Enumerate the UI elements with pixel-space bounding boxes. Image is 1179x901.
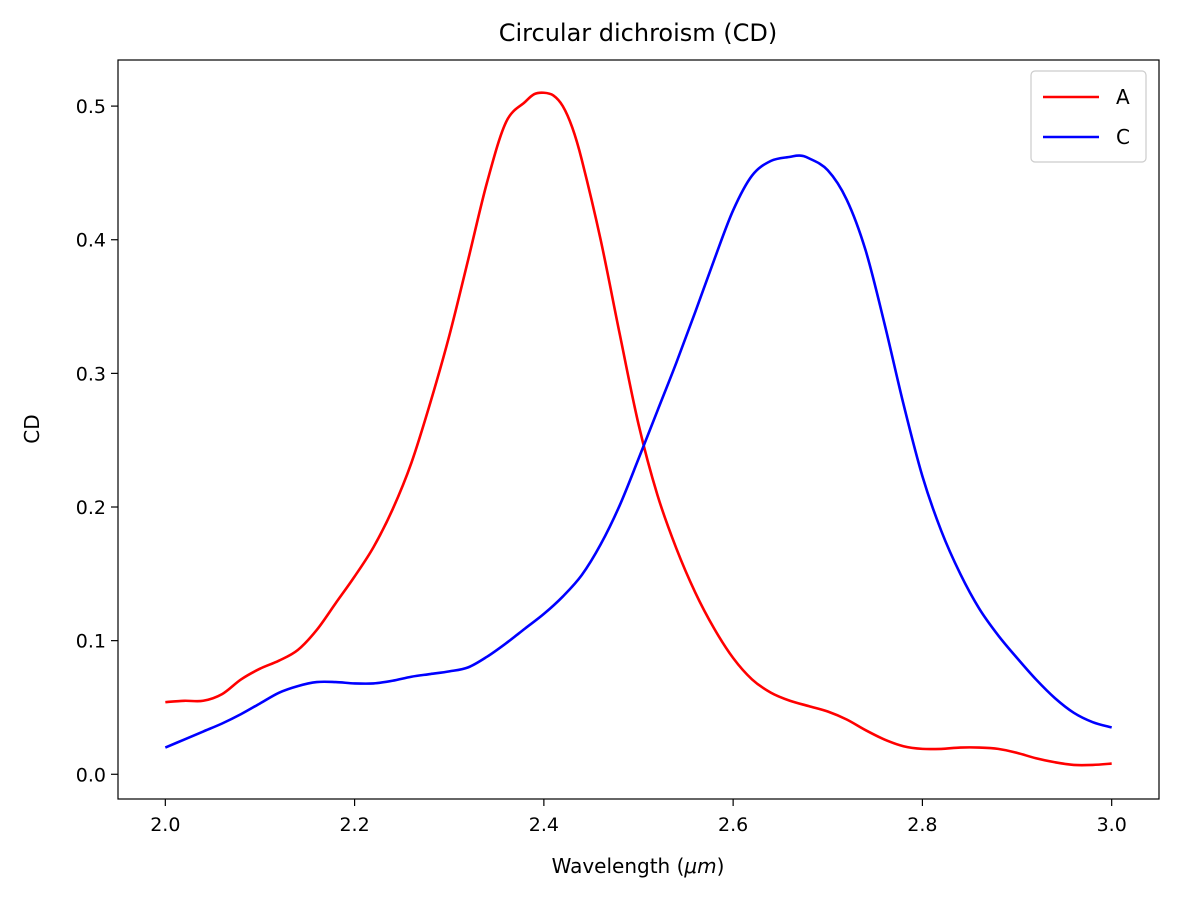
x-axis-label: Wavelength (μm) [552,854,725,878]
y-tick-label: 0.2 [76,497,106,519]
series-line-c [164,154,1113,749]
x-tick-label: 2.2 [339,814,369,836]
x-axis-label-unit: μm [683,854,716,878]
series-layer [164,91,1113,767]
y-axis: 0.0 0.1 0.2 0.3 0.4 0.5 [76,96,118,786]
legend: AC [1030,70,1147,163]
x-tick-label: 2.4 [529,814,559,836]
y-tick-label: 0.5 [76,96,106,118]
x-axis-label-prefix: Wavelength ( [552,854,685,878]
legend-box [1030,70,1147,163]
plot-area [117,59,1160,800]
x-tick-label: 2.6 [718,814,748,836]
x-axis-label-suffix: ) [717,854,725,878]
y-tick-label: 0.4 [76,230,106,252]
x-axis: 2.0 2.2 2.4 2.6 2.8 3.0 [150,799,1127,836]
y-tick-label: 0.3 [76,363,106,385]
y-tick-label: 0.1 [76,631,106,653]
x-tick-label: 3.0 [1097,814,1127,836]
plot-frame [117,59,1160,800]
y-tick-label: 0.0 [76,764,106,786]
series-line-a [165,91,1112,767]
legend-label-a: A [1116,85,1130,109]
x-tick-label: 2.0 [150,814,180,836]
legend-label-c: C [1116,125,1130,149]
y-axis-label: CD [20,414,44,443]
x-tick-label: 2.8 [907,814,937,836]
chart-title: Circular dichroism (CD) [499,19,778,47]
